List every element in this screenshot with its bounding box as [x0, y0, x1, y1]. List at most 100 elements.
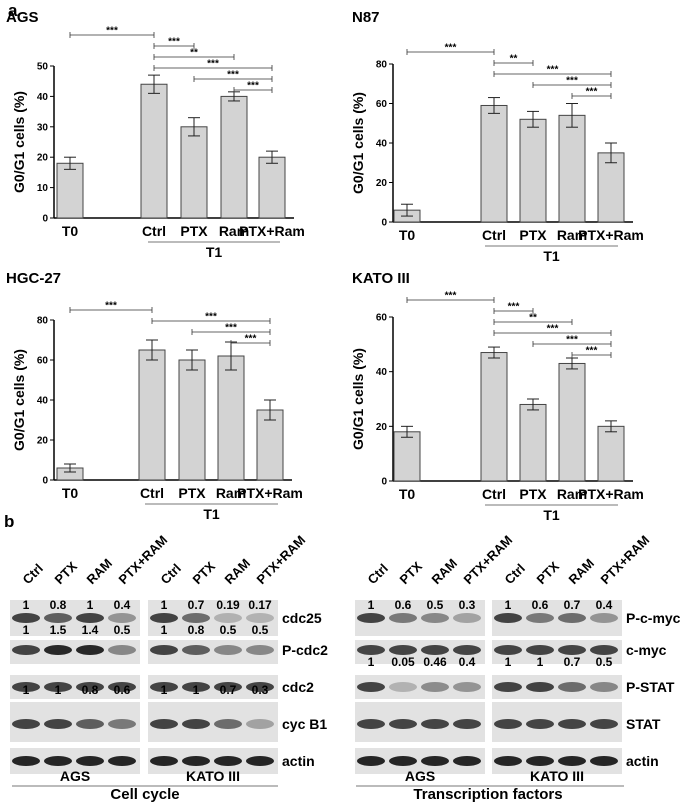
y-tick-label: 20	[376, 178, 388, 189]
category-label: Ram	[557, 486, 587, 502]
y-tick-label: 80	[37, 316, 49, 327]
blot-band	[590, 613, 618, 623]
band-quantification: 0.7	[564, 598, 581, 612]
blot-band	[108, 682, 136, 692]
blot-band	[357, 756, 385, 766]
category-label: PTX	[519, 486, 547, 502]
lane-label: Ctrl	[365, 561, 391, 587]
y-tick-label: 50	[37, 62, 49, 73]
lane-label: PTX	[534, 558, 563, 587]
group-label: T1	[543, 507, 560, 523]
blot-band	[558, 645, 586, 655]
y-tick-label: 60	[37, 356, 49, 367]
group-label: KATO III	[186, 768, 240, 784]
blot-band	[108, 756, 136, 766]
blot-band	[44, 613, 72, 623]
blot-band	[357, 719, 385, 729]
blot-band	[590, 756, 618, 766]
bar	[519, 403, 547, 482]
band-quantification: 1	[537, 655, 544, 669]
band-quantification: 0.7	[564, 655, 581, 669]
blot-band	[558, 756, 586, 766]
band-quantification: 0.6	[395, 598, 412, 612]
band-quantification: 0.4	[596, 598, 613, 612]
blot-band	[246, 756, 274, 766]
blot-band	[214, 682, 242, 692]
chart-kato3: KATO III G0/G1 cells (%) 0 20 40 60 T0 Ctrl PTX R…	[350, 270, 644, 523]
blot-band	[421, 719, 449, 729]
chart-title: AGS	[6, 9, 39, 26]
category-label: Ctrl	[482, 227, 506, 243]
blot-band	[590, 645, 618, 655]
row-label: actin	[626, 753, 659, 769]
lane-label: PTX+RAM	[598, 532, 653, 587]
lane-label: RAM	[429, 556, 461, 588]
blot-band	[76, 645, 104, 655]
y-axis-label: G0/G1 cells (%)	[350, 348, 366, 450]
blot-band	[150, 682, 178, 692]
blot-band	[389, 719, 417, 729]
blot-band	[389, 613, 417, 623]
blot-band	[44, 682, 72, 692]
bar	[597, 425, 625, 482]
category-label: PTX	[180, 223, 208, 239]
bar	[258, 156, 286, 219]
y-tick-label: 20	[376, 422, 388, 433]
group-label: KATO III	[530, 768, 584, 784]
band-quantification: 0.6	[114, 683, 131, 697]
band-quantification: 1	[505, 655, 512, 669]
category-label: PTX	[519, 227, 547, 243]
band-quantification: 1	[368, 655, 375, 669]
blot-band	[12, 645, 40, 655]
band-quantification: 1.4	[82, 623, 99, 637]
y-tick-label: 0	[381, 218, 387, 229]
band-quantification: 1	[161, 598, 168, 612]
bar	[220, 95, 248, 219]
category-label: Ctrl	[142, 223, 166, 239]
blot-band	[44, 756, 72, 766]
blot-band	[76, 756, 104, 766]
blot-band	[526, 645, 554, 655]
chart-title: KATO III	[352, 270, 410, 287]
significance-label: ***	[586, 87, 598, 98]
category-label: T0	[399, 486, 416, 502]
blot-band	[357, 682, 385, 692]
blot-band	[389, 645, 417, 655]
band-quantification: 0.7	[188, 598, 205, 612]
chart-hgc27: HGC-27 G0/G1 cells (%) 0 20 40 60 80 T0 Ctrl PTX R…	[6, 270, 303, 522]
category-label: T0	[62, 223, 79, 239]
significance-label: ***	[205, 312, 217, 323]
bar	[180, 126, 208, 219]
band-quantification: 0.8	[82, 683, 99, 697]
band-quantification: 1	[55, 683, 62, 697]
significance-label: **	[529, 313, 537, 324]
group-label: T1	[203, 506, 220, 522]
bar	[480, 104, 508, 223]
blot-band	[389, 756, 417, 766]
y-tick-label: 60	[376, 99, 388, 110]
significance-label: ***	[445, 43, 457, 54]
blot-band	[108, 719, 136, 729]
band-quantification: 0.4	[459, 655, 476, 669]
blot-band	[421, 682, 449, 692]
blot-band	[12, 756, 40, 766]
blot-band	[150, 645, 178, 655]
band-quantification: 0.05	[391, 655, 415, 669]
blot-band	[526, 613, 554, 623]
row-label: c-myc	[626, 642, 667, 658]
blot-band	[246, 645, 274, 655]
significance-label: ***	[566, 76, 578, 87]
blot-band	[150, 613, 178, 623]
blot-band	[12, 682, 40, 692]
y-axis-label: G0/G1 cells (%)	[11, 91, 27, 193]
bar	[56, 162, 84, 219]
blot-band	[44, 645, 72, 655]
lane-label: PTX+RAM	[254, 532, 309, 587]
band-quantification: 0.5	[220, 623, 237, 637]
category-label: Ctrl	[482, 486, 506, 502]
blot-band	[494, 645, 522, 655]
band-quantification: 1.5	[50, 623, 67, 637]
y-tick-label: 40	[37, 396, 49, 407]
significance-label: ***	[247, 81, 259, 92]
blot-band	[357, 645, 385, 655]
